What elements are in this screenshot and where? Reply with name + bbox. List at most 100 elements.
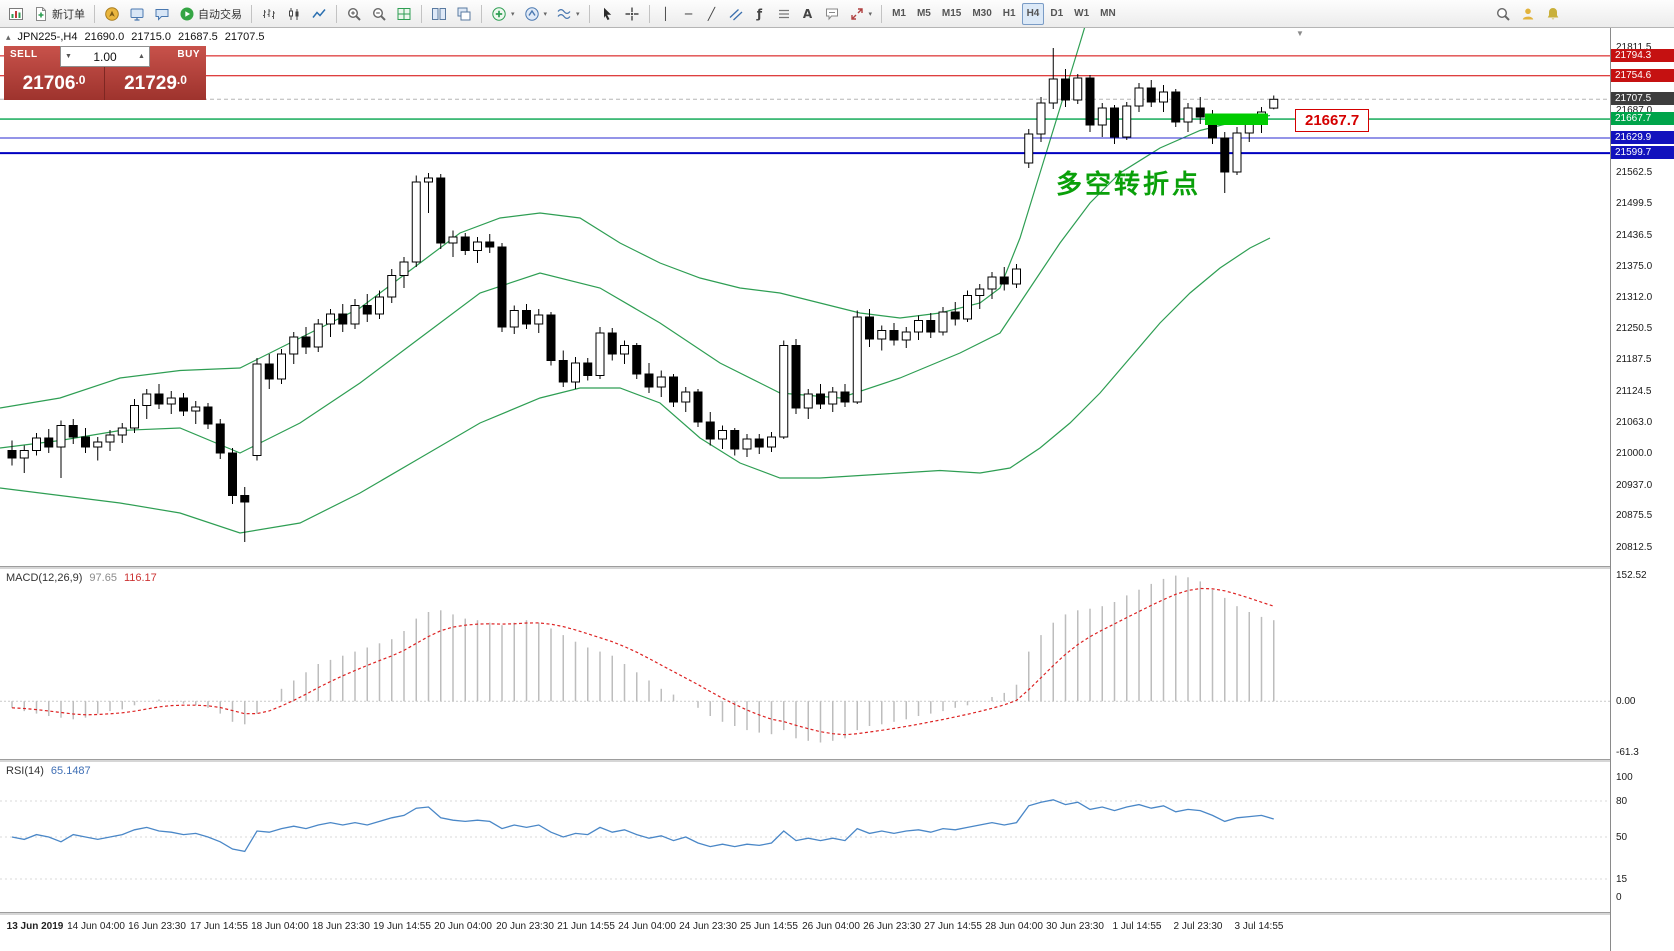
horizontal-line-button[interactable]: ─ [678,3,700,25]
one-click-collapse-icon[interactable]: ▴ [6,31,11,42]
market-watch-button[interactable] [125,3,149,25]
macd-panel-svg[interactable] [0,569,1610,759]
timeframe-w1-button[interactable]: W1 [1074,8,1090,19]
ohlc-low: 21687.5 [177,31,218,43]
arrows-icon [850,7,863,20]
waves-icon [557,8,571,19]
trendline-icon: ╱ [707,6,716,21]
timeframe-mn-button[interactable]: MN [1100,8,1116,19]
time-label: 18 Jun 23:30 [312,921,370,932]
text-button[interactable]: A [797,3,819,25]
chat-icon [155,8,169,21]
chart-title: ▴ JPN225-,H4 21690.0 21715.0 21687.5 217… [6,31,265,43]
auto-arrange-button[interactable] [392,3,416,25]
metaquotes-button[interactable] [100,3,124,25]
shapes-icon [778,9,789,18]
chart-shift-marker-icon[interactable]: ▼ [1296,29,1304,38]
lot-decrease-icon[interactable]: ▼ [65,53,72,60]
lot-increase-icon[interactable]: ▲ [138,53,145,60]
timeframe-m5-button[interactable]: M5 [916,8,931,19]
line-view-button[interactable] [307,3,331,25]
toolbar-separator [251,4,252,23]
time-label: 26 Jun 04:00 [802,921,860,932]
price-tag-dark: 21707.5 [1611,92,1674,105]
alerts-button[interactable] [1541,3,1565,25]
sell-button[interactable]: SELL 21706.0 [4,46,105,100]
price-axis[interactable]: 21811.5 21562.5 21499.5 21436.5 21375.0 21312… [1610,28,1674,951]
cascade-windows-button[interactable] [452,3,476,25]
rsi-axis-label: 100 [1616,772,1633,783]
search-symbol-button[interactable] [1491,3,1515,25]
new-order-icon [36,6,46,21]
price-tag-blue: 21629.9 [1611,131,1674,144]
candles-view-button[interactable] [282,3,306,25]
indicators-button[interactable]: ▾ [487,3,519,25]
timeframe-m30-button[interactable]: M30 [972,8,992,19]
zoom-in-button[interactable] [342,3,366,25]
rsi-panel-svg[interactable] [0,762,1610,912]
time-label: 27 Jun 14:55 [924,921,982,932]
indicators-icon [492,6,506,21]
sell-label: SELL [10,49,38,60]
time-label: 24 Jun 04:00 [618,921,676,932]
time-label: 3 Jul 14:55 [1234,921,1284,932]
chart-line-icon [312,8,326,18]
chart-bars-icon [263,8,275,19]
shapes-button[interactable] [772,3,796,25]
timeframe-m15-button[interactable]: M15 [941,8,962,19]
candles [7,48,1279,542]
tile-icon [432,7,446,20]
crosshair-button[interactable] [620,3,644,25]
symbol-period-label: JPN225-,H4 [17,31,78,43]
channel-button[interactable] [724,3,748,25]
time-axis[interactable]: 13 Jun 2019 14 Jun 04:00 16 Jun 23:30 17 Ju… [0,915,1610,951]
bars-view-button[interactable] [257,3,281,25]
time-label: 25 Jun 14:55 [740,921,798,932]
arrows-button[interactable]: ▾ [845,3,877,25]
cursor-button[interactable] [595,3,619,25]
timeframe-h4-button[interactable]: H4 [1021,2,1045,25]
bell-icon [1547,7,1559,19]
buy-button[interactable]: BUY 21729.0 [105,46,206,100]
timeframe-h1-button[interactable]: H1 [1002,8,1016,19]
time-label: 16 Jun 23:30 [128,921,186,932]
fibonacci-button[interactable]: ƒ [749,3,771,25]
sell-price: 21706.0 [22,73,86,94]
objects-button[interactable]: ▾ [520,3,552,25]
main-chart-svg[interactable] [0,28,1610,566]
time-label: 1 Jul 14:55 [1112,921,1162,932]
panel-splitter[interactable] [0,566,1674,569]
highlight-rectangle[interactable] [1205,113,1268,126]
data-window-button[interactable] [150,3,174,25]
tile-windows-button[interactable] [427,3,451,25]
time-label: 2 Jul 23:30 [1173,921,1223,932]
one-click-trading-panel: SELL 21706.0 BUY 21729.0 ▼ 1.00 ▲ [4,46,206,100]
macd-axis-label: 152.52 [1616,570,1647,581]
cycles-button[interactable]: ▾ [552,3,584,25]
rsi-line [11,799,1274,853]
dropdown-caret-icon: ▾ [543,10,548,18]
toolbar-separator [94,4,95,23]
panel-splitter[interactable] [0,759,1674,762]
panel-splitter[interactable] [0,912,1674,915]
time-label: 19 Jun 14:55 [373,921,431,932]
lot-size-control[interactable]: ▼ 1.00 ▲ [60,46,150,67]
compass-icon [105,6,119,21]
timeframe-d1-button[interactable]: D1 [1050,8,1064,19]
new-chart-button[interactable] [4,3,28,25]
lot-size-value[interactable]: 1.00 [93,49,117,64]
zoom-out-button[interactable] [367,3,391,25]
vertical-line-button[interactable]: │ [655,3,677,25]
auto-trading-button[interactable]: 自动交易 [175,3,246,25]
price-grid-label: 21187.5 [1616,354,1652,365]
dropdown-caret-icon: ▾ [511,10,515,18]
time-label: 28 Jun 04:00 [985,921,1043,932]
timeframe-m1-button[interactable]: M1 [892,8,906,19]
text-label-button[interactable] [820,3,844,25]
toolbar-separator [481,4,482,23]
buy-label: BUY [177,49,200,60]
dropdown-caret-icon: ▾ [576,10,580,18]
community-button[interactable] [1516,3,1540,25]
trendline-button[interactable]: ╱ [701,3,723,25]
new-order-button[interactable]: 新订单 [29,3,89,25]
